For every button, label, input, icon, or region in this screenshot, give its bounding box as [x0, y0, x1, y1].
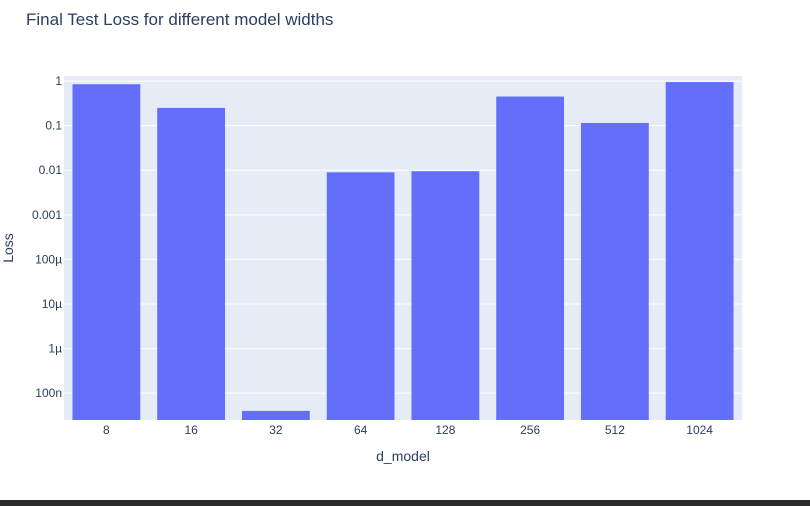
- x-tick-label: 16: [184, 423, 198, 437]
- x-tick-label: 8: [103, 423, 110, 437]
- y-tick-label: 0.1: [45, 119, 62, 133]
- y-tick-label: 1: [55, 74, 62, 88]
- bar-1024[interactable]: [665, 82, 734, 421]
- x-tick-label: 32: [269, 423, 283, 437]
- x-tick-label: 512: [605, 423, 625, 437]
- x-tick-label: 64: [354, 423, 368, 437]
- x-axis-title: d_model: [376, 448, 430, 464]
- x-axis-ticks: 8 16 32 64 128 256 512 1024: [103, 423, 713, 437]
- bar-8[interactable]: [72, 84, 141, 420]
- x-tick-label: 128: [435, 423, 455, 437]
- y-tick-label: 1µ: [48, 342, 62, 356]
- y-tick-label: 0.01: [39, 163, 63, 177]
- bar-64[interactable]: [326, 172, 395, 420]
- chart-title: Final Test Loss for different model widt…: [26, 10, 333, 29]
- bar-512[interactable]: [580, 122, 649, 421]
- y-tick-label: 100n: [35, 386, 62, 400]
- bar-16[interactable]: [157, 107, 226, 421]
- y-tick-label: 0.001: [32, 208, 62, 222]
- bar-32[interactable]: [241, 410, 310, 420]
- bar-256[interactable]: [496, 96, 565, 420]
- y-tick-label: 10µ: [42, 297, 62, 311]
- bars: [72, 82, 734, 421]
- y-axis-ticks: 100n 1µ 10µ 100µ 0.001 0.01 0.1 1: [32, 74, 62, 400]
- x-tick-label: 1024: [686, 423, 713, 437]
- window-bottom-bar: [0, 500, 810, 506]
- bar-128[interactable]: [411, 171, 480, 420]
- y-axis-title: Loss: [0, 233, 16, 263]
- y-tick-label: 100µ: [35, 252, 62, 266]
- x-tick-label: 256: [520, 423, 540, 437]
